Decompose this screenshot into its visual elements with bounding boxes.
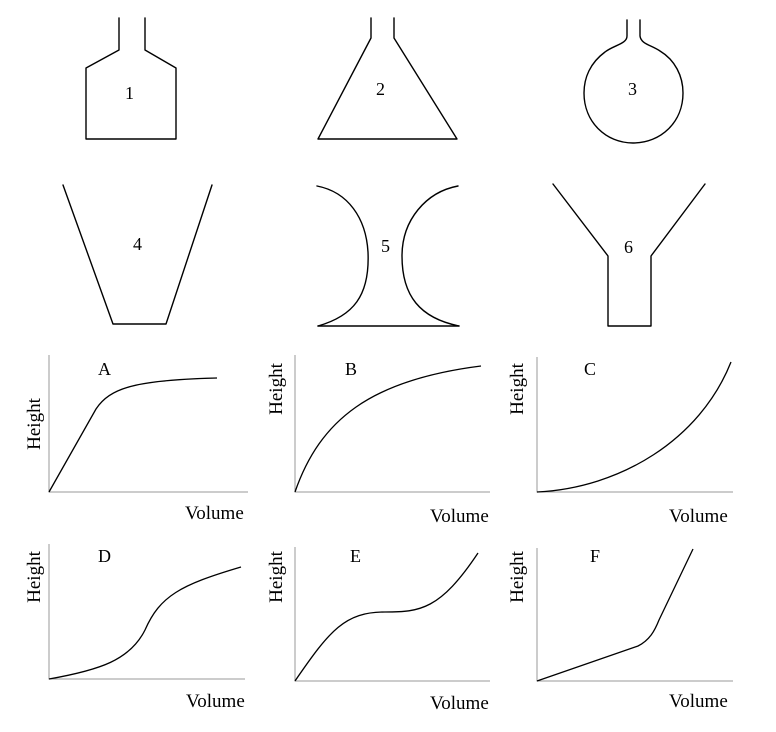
- graph-c-ylabel: Height: [507, 362, 528, 414]
- container-2-outline: [317, 17, 458, 140]
- container-4-label: 4: [133, 234, 142, 254]
- graph-b-ylabel: Height: [266, 362, 287, 414]
- graph-d-label: D: [98, 546, 111, 566]
- graph-a-axes: [48, 355, 248, 493]
- graph-e: E Volume Height: [266, 546, 490, 714]
- graph-a-xlabel: Volume: [185, 503, 244, 524]
- graph-f-xlabel: Volume: [669, 691, 728, 712]
- container-6-outline: [552, 183, 706, 327]
- container-3: 3: [583, 19, 684, 144]
- graph-a: A Volume Height: [24, 355, 248, 524]
- graph-d: D Volume Height: [24, 544, 245, 712]
- container-5-left-outline: [316, 185, 369, 327]
- container-5-right-outline: [401, 185, 460, 327]
- graph-c-curve: [536, 361, 732, 493]
- container-4: 4: [62, 184, 213, 325]
- container-5: 5: [316, 185, 460, 327]
- graph-a-curve: [48, 377, 218, 493]
- container-6-label: 6: [624, 237, 633, 257]
- graph-b-axes: [294, 355, 490, 493]
- graph-c-label: C: [584, 359, 596, 379]
- graph-f-ylabel: Height: [507, 550, 528, 602]
- graph-c-axes: [536, 357, 733, 493]
- container-3-outline: [583, 19, 684, 144]
- graph-f-label: F: [590, 546, 600, 566]
- graph-f-axes: [536, 548, 733, 682]
- container-3-label: 3: [628, 79, 637, 99]
- graph-b-xlabel: Volume: [430, 506, 489, 527]
- graph-c: C Volume Height: [507, 357, 733, 527]
- graph-a-ylabel: Height: [24, 397, 45, 449]
- graph-d-axes: [48, 544, 245, 680]
- graph-a-label: A: [98, 359, 111, 379]
- container-5-label: 5: [381, 236, 390, 256]
- container-2: 2: [317, 17, 458, 140]
- graph-b-curve: [294, 365, 482, 493]
- container-2-label: 2: [376, 79, 385, 99]
- container-4-outline: [62, 184, 213, 325]
- container-6: 6: [552, 183, 706, 327]
- graph-c-xlabel: Volume: [669, 506, 728, 527]
- graph-e-label: E: [350, 546, 361, 566]
- graph-d-curve: [48, 566, 242, 680]
- graph-e-xlabel: Volume: [430, 693, 489, 714]
- graph-e-curve: [294, 552, 479, 682]
- graph-b: B Volume Height: [266, 355, 490, 527]
- graph-d-ylabel: Height: [24, 550, 45, 602]
- container-1-outline: [85, 17, 177, 140]
- container-1-label: 1: [125, 83, 134, 103]
- container-1: 1: [85, 17, 177, 140]
- graph-f-curve: [536, 548, 694, 682]
- graph-e-ylabel: Height: [266, 550, 287, 602]
- graph-d-xlabel: Volume: [186, 691, 245, 712]
- graph-e-axes: [294, 547, 490, 682]
- graph-f: F Volume Height: [507, 546, 733, 712]
- graph-b-label: B: [345, 359, 357, 379]
